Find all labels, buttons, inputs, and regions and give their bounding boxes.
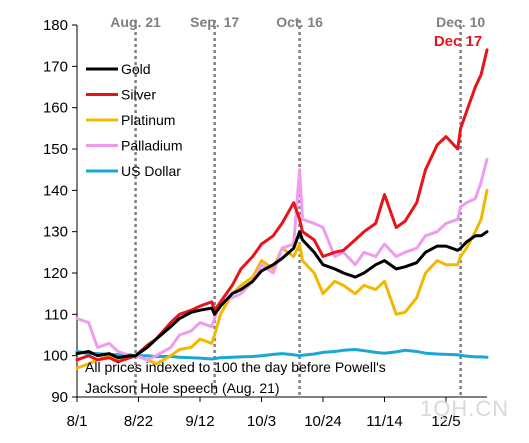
event-labels: Aug. 21 Sep. 17 Oct. 16 Dec. 10	[110, 14, 485, 30]
event-label: Aug. 21	[110, 14, 161, 30]
x-tick-label: 9/12	[185, 413, 214, 430]
end-annotation-label: Dec 17	[434, 33, 482, 50]
legend-label: US Dollar	[121, 163, 181, 179]
series-lines	[75, 48, 489, 370]
y-tick-label: 120	[43, 265, 68, 282]
x-tick-label: 8/22	[124, 413, 153, 430]
y-tick-label: 160	[43, 100, 68, 117]
legend: Gold Silver Platinum Palladium US Dollar	[86, 61, 182, 179]
y-tick-label: 140	[43, 182, 68, 199]
note-line-2: Jackson Hole speech (Aug. 21)	[85, 380, 280, 396]
axes: 90 100 110 120 130 140 150 160 170 180 8/1 8/22 9/12…	[43, 17, 487, 430]
x-tick-label: 12/5	[431, 413, 460, 430]
event-label: Sep. 17	[190, 14, 239, 30]
watermark: 1QH.CN	[420, 396, 509, 421]
event-label: Oct. 16	[276, 14, 323, 30]
series-line-gold	[75, 230, 489, 360]
x-tick-label: 8/1	[67, 413, 88, 430]
x-tick-label: 10/24	[304, 413, 342, 430]
x-tick-label: 10/3	[247, 413, 276, 430]
x-tick-label: 11/14	[366, 413, 402, 430]
y-tick-label: 180	[43, 17, 68, 34]
legend-label: Platinum	[121, 112, 175, 128]
y-tick-label: 130	[43, 224, 68, 241]
y-tick-label: 150	[43, 141, 68, 158]
legend-label: Gold	[121, 61, 151, 77]
legend-label: Palladium	[121, 138, 182, 154]
series-line-us-dollar	[75, 348, 489, 361]
y-tick-label: 100	[43, 348, 68, 365]
y-tick-label: 110	[44, 306, 68, 323]
y-tick-label: 170	[43, 58, 68, 75]
y-tick-label: 90	[51, 389, 68, 406]
note-line-1: All prices indexed to 100 the day before…	[85, 359, 386, 375]
event-label: Dec. 10	[436, 14, 485, 30]
series-line-platinum	[75, 188, 489, 370]
legend-label: Silver	[121, 87, 156, 103]
